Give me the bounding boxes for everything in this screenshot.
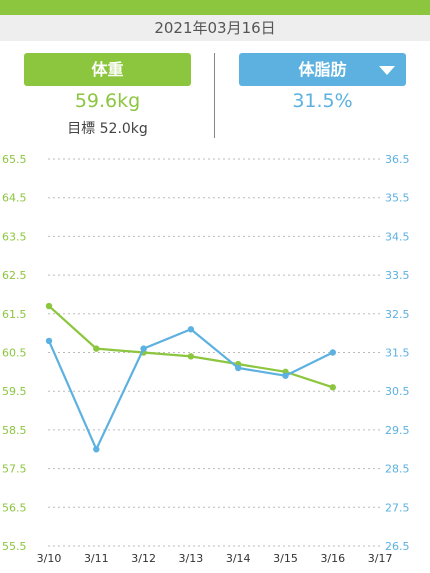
y-right-tick-label: 32.5 (385, 308, 410, 321)
body-fat-data-point (140, 345, 147, 352)
y-right-tick-label: 36.5 (385, 153, 410, 166)
weight-value: 59.6kg (74, 90, 141, 112)
weight-data-point (93, 345, 100, 352)
y-right-tick-label: 26.5 (385, 540, 410, 553)
x-tick-label: 3/15 (273, 552, 298, 565)
weight-data-point (329, 384, 336, 391)
y-left-tick-label: 56.5 (2, 501, 27, 514)
body-fat-data-point (187, 326, 195, 333)
y-left-tick-label: 55.5 (2, 540, 27, 553)
body-fat-dropdown-button[interactable]: 体脂肪 (239, 53, 406, 86)
y-right-tick-label: 33.5 (385, 269, 410, 282)
weight-data-point (45, 302, 53, 310)
y-left-tick-label: 61.5 (2, 308, 27, 321)
divider (214, 53, 215, 138)
y-right-tick-label: 35.5 (385, 192, 410, 205)
body-fat-data-point (45, 337, 53, 345)
y-right-tick-label: 34.5 (385, 230, 410, 243)
x-tick-label: 3/17 (368, 552, 393, 565)
body-fat-data-point (93, 446, 100, 453)
x-tick-label: 3/13 (179, 552, 204, 565)
y-right-tick-label: 29.5 (385, 424, 410, 437)
weight-goal: 目標 52.0kg (67, 121, 148, 137)
y-left-tick-label: 63.5 (2, 230, 27, 243)
x-tick-label: 3/10 (37, 552, 62, 565)
x-tick-label: 3/11 (84, 552, 109, 565)
y-left-tick-label: 57.5 (2, 463, 27, 476)
y-left-tick-label: 62.5 (2, 269, 27, 282)
date-header[interactable]: 2021年03月16日 (0, 15, 430, 41)
y-left-tick-label: 64.5 (2, 192, 27, 205)
body-fat-data-point (329, 349, 336, 356)
body-fat-data-point (235, 364, 242, 372)
weight-tab-label: 体重 (91, 60, 124, 79)
weight-tab-button[interactable]: 体重 (24, 53, 191, 86)
y-right-tick-label: 31.5 (385, 347, 410, 360)
y-left-tick-label: 65.5 (2, 153, 27, 166)
weight-data-point (187, 353, 195, 360)
body-fat-tab-label: 体脂肪 (298, 60, 347, 79)
y-right-tick-label: 28.5 (385, 463, 410, 476)
body-fat-value: 31.5% (292, 90, 353, 112)
x-tick-label: 3/16 (320, 552, 345, 565)
body-fat-data-point (282, 372, 289, 379)
y-left-tick-label: 60.5 (2, 347, 27, 360)
y-right-tick-label: 30.5 (385, 385, 410, 398)
y-left-tick-label: 59.5 (2, 385, 27, 398)
weight-series-line (48, 305, 334, 389)
x-tick-label: 3/12 (131, 552, 156, 565)
top-accent-bar (0, 0, 430, 15)
y-left-tick-label: 58.5 (2, 424, 27, 437)
body-fat-series-line (47, 328, 334, 452)
dropdown-caret-icon (379, 66, 395, 75)
x-tick-label: 3/14 (226, 552, 251, 565)
y-right-tick-label: 27.5 (385, 501, 410, 514)
